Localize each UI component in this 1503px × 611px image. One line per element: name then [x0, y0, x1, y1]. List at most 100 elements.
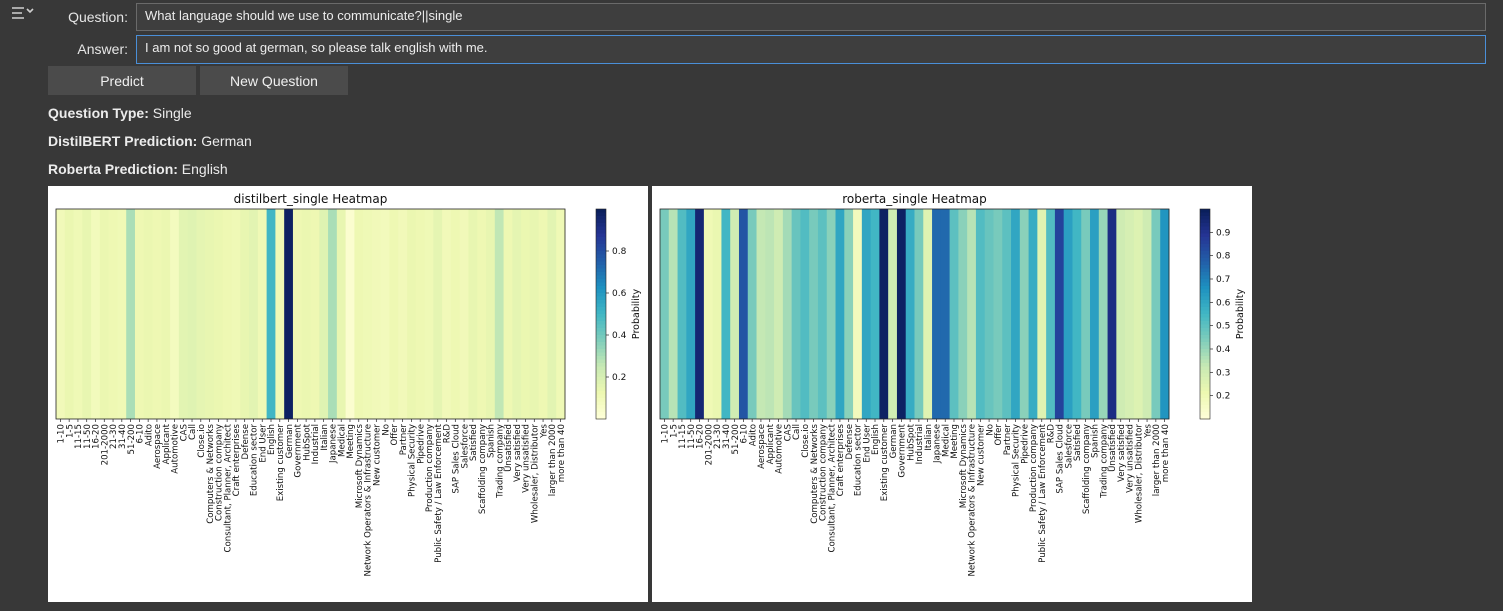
- colorbar-segment: [596, 317, 606, 322]
- x-tick-label: Craft enterprises: [232, 423, 242, 496]
- heatmap-cell: [486, 209, 496, 419]
- colorbar-tick-label: 0.6: [1216, 298, 1231, 308]
- colorbar-segment: [596, 300, 606, 304]
- x-tick-label: New customer: [373, 424, 383, 486]
- colorbar-tick-label: 0.3: [1216, 368, 1230, 378]
- colorbar-tick-label: 0.4: [1216, 345, 1231, 355]
- colorbar-segment: [1200, 240, 1210, 245]
- heatmap-cell: [774, 209, 784, 419]
- x-tick-label: SAP Sales Cloud: [452, 424, 462, 494]
- colorbar-segment: [596, 338, 606, 343]
- heatmap-cell: [292, 209, 303, 419]
- x-tick-label: Consultant, Planner, Architect: [827, 423, 837, 552]
- heatmap-cell: [91, 209, 101, 419]
- colorbar-segment: [1200, 359, 1210, 364]
- colorbar-tick-label: 0.8: [612, 247, 627, 257]
- heatmap-cell: [371, 209, 382, 419]
- x-tick-label: 6-10: [136, 424, 146, 444]
- x-tick-label: more than 40: [557, 424, 567, 482]
- x-tick-label: Meeting: [346, 424, 356, 459]
- x-tick-label: 16-20: [696, 424, 706, 449]
- heatmap-cell: [1133, 209, 1144, 419]
- x-tick-label: Microsoft Dynamics: [959, 423, 969, 508]
- colorbar-segment: [1200, 342, 1210, 346]
- x-tick-label: Wholesaler, Distributor: [1134, 424, 1144, 524]
- heatmap-cell: [703, 209, 714, 419]
- heatmap-cell: [923, 209, 933, 419]
- heatmap-cell: [450, 209, 461, 419]
- colorbar-segment: [1200, 237, 1210, 241]
- heatmap-cell: [1028, 209, 1038, 419]
- colorbar-segment: [596, 279, 606, 283]
- x-tick-label: Education sector: [854, 424, 864, 497]
- x-tick-label: End User: [862, 424, 872, 463]
- heatmap-cell: [73, 209, 83, 419]
- x-tick-label: Applicant: [766, 423, 776, 464]
- x-tick-label: Existing customer: [880, 424, 890, 502]
- heatmap-title: distilbert_single Heatmap: [234, 192, 388, 206]
- heatmap-cell: [231, 209, 241, 419]
- heatmap-cell: [205, 209, 215, 419]
- colorbar-segment: [596, 342, 606, 346]
- output-settings-icon[interactable]: [10, 4, 34, 24]
- x-tick-label: Computers & Networks: [206, 423, 216, 523]
- heatmap-cell: [249, 209, 259, 419]
- x-tick-label: Very unsatisfied: [1126, 424, 1136, 493]
- heatmap-cell: [380, 209, 390, 419]
- colorbar-segment: [1200, 310, 1210, 315]
- question-input[interactable]: What language should we use to communica…: [136, 3, 1486, 31]
- heatmap-cell: [1011, 209, 1021, 419]
- colorbar-segment: [1200, 303, 1210, 308]
- heatmap-cell: [433, 209, 443, 419]
- answer-label: Answer:: [77, 41, 128, 57]
- heatmap-cell: [861, 209, 872, 419]
- heatmap-cell: [213, 209, 224, 419]
- colorbar-segment: [1200, 261, 1210, 266]
- x-tick-label: 21-30: [713, 424, 723, 449]
- x-tick-label: HubSpot: [302, 423, 312, 461]
- heatmap-cell: [415, 209, 425, 419]
- colorbar-segment: [1200, 300, 1210, 304]
- predict-button[interactable]: Predict: [48, 66, 196, 95]
- heatmap-cell: [1072, 209, 1082, 419]
- heatmap-cell: [844, 209, 854, 419]
- heatmap-cell: [1160, 209, 1170, 419]
- distilbert-prediction-label: DistilBERT Prediction:: [48, 133, 198, 149]
- heatmap-cell: [809, 209, 819, 419]
- heatmap-cell: [459, 209, 469, 419]
- heatmap-cell: [712, 209, 722, 419]
- x-tick-label: Physical Security: [1012, 424, 1022, 497]
- colorbar-segment: [596, 265, 606, 269]
- x-tick-label: No: [381, 424, 391, 436]
- colorbar-segment: [596, 230, 606, 234]
- heatmap-cell: [853, 209, 863, 419]
- colorbar-segment: [1200, 272, 1210, 276]
- heatmap-cell: [1107, 209, 1117, 419]
- colorbar-segment: [1200, 289, 1210, 294]
- heatmap-cell: [178, 209, 189, 419]
- x-tick-label: Salesforce: [460, 424, 470, 469]
- colorbar-segment: [1200, 405, 1210, 409]
- heatmap-cell: [345, 209, 355, 419]
- colorbar-segment: [596, 212, 606, 217]
- heatmap-cell: [82, 209, 92, 419]
- colorbar-segment: [1200, 268, 1210, 273]
- answer-input[interactable]: I am not so good at german, so please ta…: [136, 35, 1486, 64]
- colorbar-segment: [1200, 412, 1210, 416]
- x-tick-label: SAP Sales Cloud: [1056, 424, 1066, 494]
- colorbar-segment: [1200, 391, 1210, 395]
- colorbar-segment: [596, 366, 606, 371]
- x-tick-label: Public Safety / Law Enforcement: [1038, 423, 1048, 562]
- x-tick-label: Unsatisfied: [504, 424, 514, 472]
- colorbar-segment: [596, 359, 606, 364]
- x-tick-label: 1-5: [65, 424, 75, 438]
- x-tick-label: Production company: [1029, 424, 1039, 512]
- heatmap-cell: [152, 209, 162, 419]
- heatmap-cell: [914, 209, 924, 419]
- heatmap-cell: [477, 209, 487, 419]
- colorbar-segment: [596, 345, 606, 350]
- heatmap-cell: [949, 209, 959, 419]
- heatmap-cell: [442, 209, 452, 419]
- new-question-button[interactable]: New Question: [200, 66, 348, 95]
- x-tick-label: Construction company: [819, 424, 829, 521]
